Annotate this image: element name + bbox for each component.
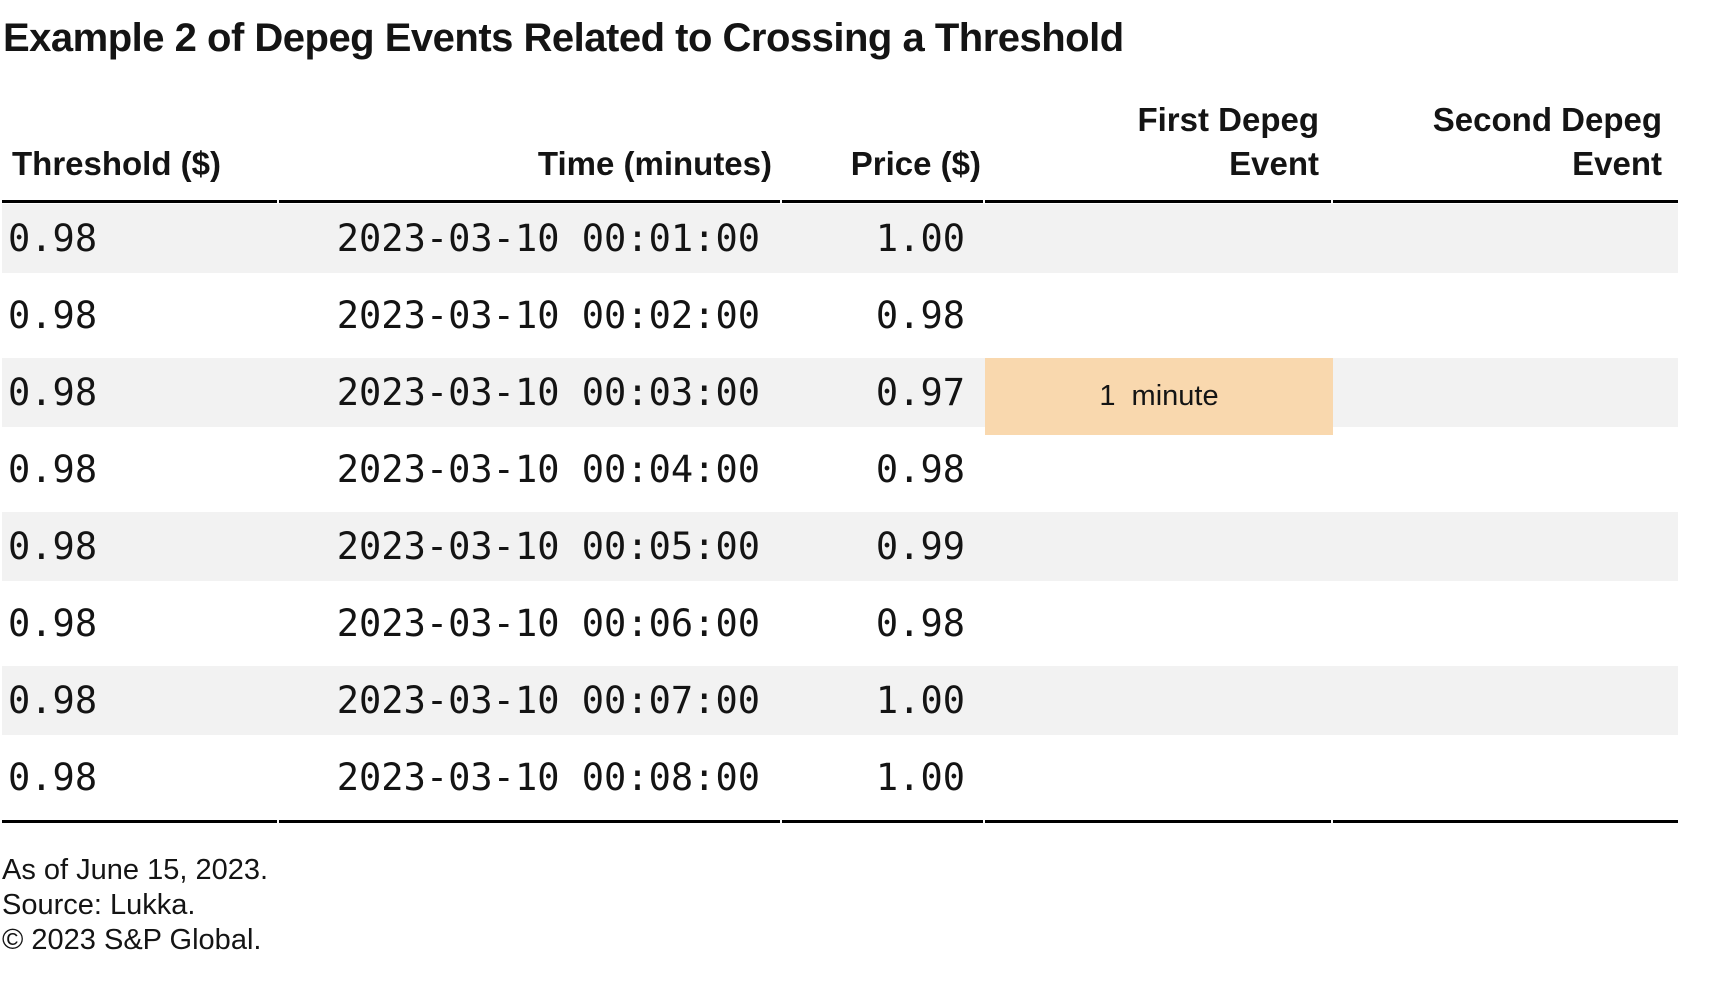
cell-threshold: 0.98 bbox=[8, 371, 98, 414]
depeg-events-table: Threshold ($) Time (minutes) Price ($) F… bbox=[2, 98, 1678, 823]
border-segment bbox=[782, 200, 983, 203]
cell-first-depeg-event bbox=[985, 204, 1333, 273]
cell-time: 2023-03-10 00:06:00 bbox=[336, 602, 760, 645]
cell-time: 2023-03-10 00:04:00 bbox=[336, 448, 760, 491]
table-row: 0.98 2023-03-10 00:06:00 0.98 bbox=[2, 589, 1678, 658]
cell-first-depeg-event bbox=[985, 435, 1333, 504]
column-header-time: Time (minutes) bbox=[537, 145, 772, 182]
cell-time: 2023-03-10 00:03:00 bbox=[336, 371, 760, 414]
table-body: 0.98 2023-03-10 00:01:00 1.00 0.98 2023-… bbox=[2, 203, 1678, 812]
border-segment bbox=[985, 820, 1331, 823]
cell-price: 1.00 bbox=[875, 217, 965, 260]
border-segment bbox=[782, 820, 983, 823]
table-row: 0.98 2023-03-10 00:02:00 0.98 bbox=[2, 281, 1678, 350]
cell-price: 0.98 bbox=[875, 448, 965, 491]
cell-time: 2023-03-10 00:08:00 bbox=[336, 756, 760, 799]
cell-threshold: 0.98 bbox=[8, 679, 98, 722]
as-of-note: As of June 15, 2023. bbox=[2, 854, 269, 886]
table-row: 0.98 2023-03-10 00:07:00 1.00 bbox=[2, 666, 1678, 735]
cell-time: 2023-03-10 00:05:00 bbox=[336, 525, 760, 568]
page-title: Example 2 of Depeg Events Related to Cro… bbox=[3, 16, 1124, 60]
column-header-first-depeg-event: First Depeg Event bbox=[1137, 101, 1319, 182]
border-segment bbox=[985, 200, 1331, 203]
cell-price: 0.98 bbox=[875, 294, 965, 337]
cell-second-depeg-event bbox=[1333, 204, 1678, 273]
border-segment bbox=[1333, 820, 1678, 823]
column-header-price: Price ($) bbox=[850, 145, 981, 182]
table-bottom-border bbox=[2, 820, 1678, 823]
cell-second-depeg-event bbox=[1333, 589, 1678, 658]
copyright-note: © 2023 S&P Global. bbox=[2, 924, 262, 956]
cell-first-depeg-event bbox=[985, 512, 1333, 581]
cell-threshold: 0.98 bbox=[8, 217, 98, 260]
table-row: 0.98 2023-03-10 00:05:00 0.99 bbox=[2, 512, 1678, 581]
border-segment bbox=[2, 200, 277, 203]
column-header-threshold: Threshold ($) bbox=[12, 145, 222, 182]
border-segment bbox=[279, 200, 780, 203]
cell-second-depeg-event bbox=[1333, 512, 1678, 581]
cell-first-depeg-event bbox=[985, 743, 1333, 812]
cell-second-depeg-event bbox=[1333, 435, 1678, 504]
column-header-second-depeg-event: Second Depeg Event bbox=[1432, 101, 1662, 182]
cell-second-depeg-event bbox=[1333, 743, 1678, 812]
cell-second-depeg-event bbox=[1333, 358, 1678, 435]
border-segment bbox=[2, 820, 277, 823]
cell-threshold: 0.98 bbox=[8, 448, 98, 491]
table-header-row: Threshold ($) Time (minutes) Price ($) F… bbox=[2, 98, 1678, 200]
table-top-border bbox=[2, 200, 1678, 203]
cell-time: 2023-03-10 00:01:00 bbox=[336, 217, 760, 260]
cell-threshold: 0.98 bbox=[8, 525, 98, 568]
footnotes: As of June 15, 2023. Source: Lukka. © 20… bbox=[2, 853, 1716, 958]
cell-price: 0.99 bbox=[875, 525, 965, 568]
cell-threshold: 0.98 bbox=[8, 294, 98, 337]
table-row: 0.98 2023-03-10 00:08:00 1.00 bbox=[2, 743, 1678, 812]
cell-second-depeg-event bbox=[1333, 281, 1678, 350]
cell-first-depeg-event bbox=[985, 666, 1333, 735]
table-row: 0.98 2023-03-10 00:01:00 1.00 bbox=[2, 204, 1678, 273]
cell-price: 0.98 bbox=[875, 602, 965, 645]
border-segment bbox=[1333, 200, 1678, 203]
cell-first-depeg-event: 1 minute bbox=[985, 358, 1333, 435]
cell-time: 2023-03-10 00:07:00 bbox=[336, 679, 760, 722]
cell-time: 2023-03-10 00:02:00 bbox=[336, 294, 760, 337]
cell-threshold: 0.98 bbox=[8, 602, 98, 645]
cell-threshold: 0.98 bbox=[8, 756, 98, 799]
cell-first-depeg-event bbox=[985, 589, 1333, 658]
cell-first-depeg-event bbox=[985, 281, 1333, 350]
cell-price: 1.00 bbox=[875, 679, 965, 722]
cell-price: 0.97 bbox=[875, 371, 965, 414]
source-note: Source: Lukka. bbox=[2, 889, 196, 921]
cell-price: 1.00 bbox=[875, 756, 965, 799]
table-row: 0.98 2023-03-10 00:03:00 0.97 1 minute bbox=[2, 358, 1678, 435]
border-segment bbox=[279, 820, 780, 823]
table-row: 0.98 2023-03-10 00:04:00 0.98 bbox=[2, 435, 1678, 504]
cell-second-depeg-event bbox=[1333, 666, 1678, 735]
